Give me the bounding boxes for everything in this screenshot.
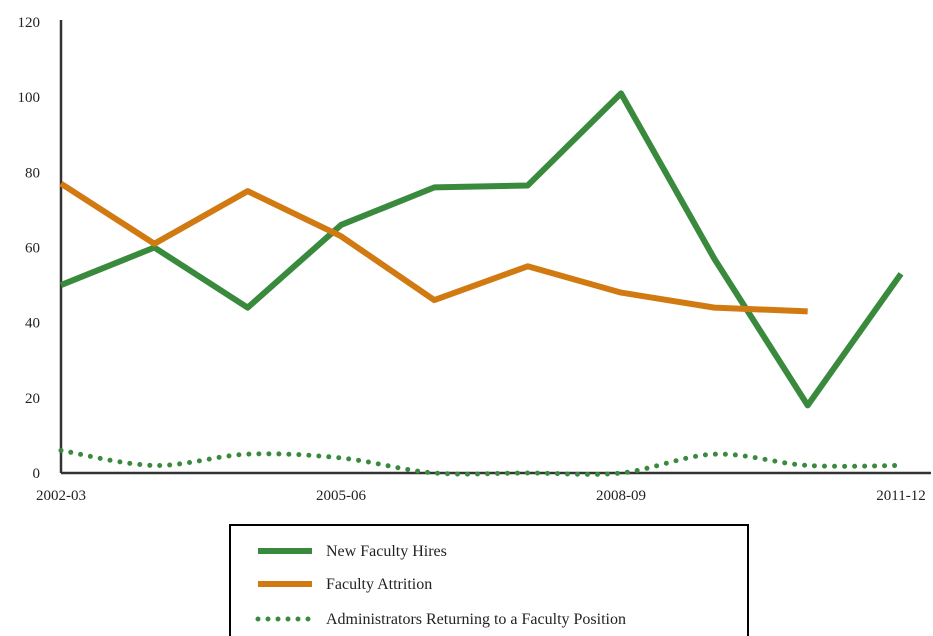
- series-line-0: [59, 90, 904, 409]
- series-line-2: [58, 447, 904, 477]
- y-tick-label: 60: [25, 241, 40, 257]
- x-tick-label: 2002-03: [36, 488, 86, 504]
- y-axis-ticks: 0 20 40 60 80 100 120: [18, 15, 41, 482]
- legend-box: [229, 524, 749, 636]
- series-layer: [58, 90, 904, 477]
- legend-label-1: Faculty Attrition: [326, 576, 432, 593]
- legend-label-2: Administrators Returning to a Faculty Po…: [326, 611, 626, 628]
- x-tick-label: 2005-06: [316, 488, 366, 504]
- chart-axes: [59, 20, 931, 475]
- x-tick-label: 2008-09: [596, 488, 646, 504]
- legend-label-0: New Faculty Hires: [326, 543, 447, 560]
- y-tick-label: 100: [18, 90, 41, 106]
- x-tick-label: 2011-12: [876, 488, 925, 504]
- legend: New Faculty Hires Faculty Attrition Admini…: [229, 524, 749, 636]
- y-tick-label: 80: [25, 165, 40, 181]
- y-tick-label: 20: [25, 391, 40, 407]
- y-tick-label: 0: [33, 466, 41, 482]
- y-tick-label: 120: [18, 15, 41, 31]
- series-line-1: [59, 181, 808, 315]
- x-axis-ticks: 2002-03 2005-06 2008-09 2011-12: [36, 488, 926, 504]
- y-tick-label: 40: [25, 316, 40, 332]
